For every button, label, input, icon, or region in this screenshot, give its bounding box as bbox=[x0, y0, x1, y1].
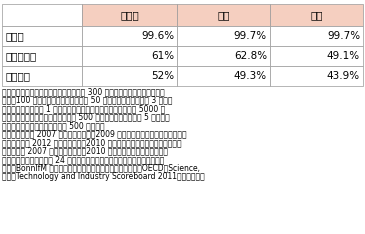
Text: 99.7%: 99.7% bbox=[234, 31, 267, 41]
Text: 100 人以下、小売り・飲食業は 50 人以下）、又は資本金 3 億円以: 100 人以下、小売り・飲食業は 50 人以下）、又は資本金 3 億円以 bbox=[2, 95, 173, 105]
Text: 付加価値: 付加価値 bbox=[6, 71, 31, 81]
Bar bbox=[270, 4, 363, 26]
Bar bbox=[177, 26, 270, 46]
Text: 49.1%: 49.1% bbox=[327, 51, 360, 61]
Text: 国》 2007 年（付加価値）・2010 年（企業数・被雇用者数）。: 国》 2007 年（付加価値）・2010 年（企業数・被雇用者数）。 bbox=[2, 147, 168, 156]
Text: 99.6%: 99.6% bbox=[141, 31, 174, 41]
Bar bbox=[2, 26, 82, 46]
Text: 企業数: 企業数 bbox=[6, 31, 25, 41]
Text: BonnIfM 研究所、米国通商代表部、米国センサス局、OECD』Science,: BonnIfM 研究所、米国通商代表部、米国センサス局、OECD』Science… bbox=[2, 164, 200, 173]
Text: 日本: 日本 bbox=[217, 10, 230, 20]
Bar bbox=[82, 26, 177, 46]
Text: 下（卸売業は 1 億円以下、小売り・飲食・サービス業は 5000 万: 下（卸売業は 1 億円以下、小売り・飲食・サービス業は 5000 万 bbox=[2, 104, 165, 113]
Bar bbox=[177, 46, 270, 66]
Text: 資料：中小企業庁「平成 24 年版中小企業白書」、ドイツ経済技術省資料、: 資料：中小企業庁「平成 24 年版中小企業白書」、ドイツ経済技術省資料、 bbox=[2, 155, 164, 164]
Text: 被雇用者数: 被雇用者数 bbox=[6, 51, 37, 61]
Bar bbox=[177, 66, 270, 86]
Bar bbox=[82, 66, 177, 86]
Text: ・《日本》 2007 年（付加価値）・2009 年（企業数・被雇用者数）、《ド: ・《日本》 2007 年（付加価値）・2009 年（企業数・被雇用者数）、《ド bbox=[2, 130, 187, 139]
Bar bbox=[270, 66, 363, 86]
Text: イツ》 2012 年（企業数）・2010 年（被雇用者数、付加価値）、《米: イツ》 2012 年（企業数）・2010 年（被雇用者数、付加価値）、《米 bbox=[2, 138, 182, 147]
Text: 49.3%: 49.3% bbox=[234, 71, 267, 81]
Text: 99.7%: 99.7% bbox=[327, 31, 360, 41]
Bar bbox=[177, 4, 270, 26]
Text: 備考：・中小企業：《日本》常用雇用者 300 人以下（卸売・サービス業は: 備考：・中小企業：《日本》常用雇用者 300 人以下（卸売・サービス業は bbox=[2, 87, 165, 96]
Bar bbox=[2, 66, 82, 86]
Text: 61%: 61% bbox=[151, 51, 174, 61]
Text: 52%: 52% bbox=[151, 71, 174, 81]
Text: 62.8%: 62.8% bbox=[234, 51, 267, 61]
Text: 米国: 米国 bbox=[310, 10, 323, 20]
Text: Technology and Industry Scoreboard 2011『から作成。: Technology and Industry Scoreboard 2011『… bbox=[2, 172, 205, 181]
Text: ロ未満、《米国》従業員 500 人未満。: ロ未満、《米国》従業員 500 人未満。 bbox=[2, 121, 105, 130]
Bar bbox=[270, 26, 363, 46]
Bar bbox=[82, 46, 177, 66]
Text: 43.9%: 43.9% bbox=[327, 71, 360, 81]
Bar bbox=[2, 46, 82, 66]
Text: 円以下）、《ドイツ》従業員 500 人未満又は年間売上高 5 千万ユー: 円以下）、《ドイツ》従業員 500 人未満又は年間売上高 5 千万ユー bbox=[2, 113, 170, 122]
Text: ドイツ: ドイツ bbox=[120, 10, 139, 20]
Bar bbox=[82, 4, 177, 26]
Bar bbox=[2, 4, 82, 26]
Bar bbox=[270, 46, 363, 66]
